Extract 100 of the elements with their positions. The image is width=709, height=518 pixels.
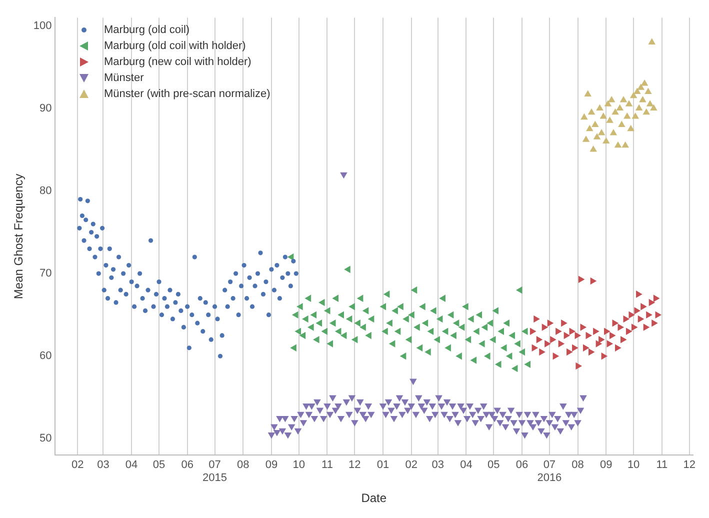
point (588, 108, 596, 115)
point (639, 96, 646, 102)
y-tick-label: 100 (33, 20, 52, 32)
point (622, 141, 629, 148)
point (604, 328, 610, 335)
point (614, 141, 622, 148)
point (623, 315, 630, 323)
x-tick-label: 10 (292, 458, 306, 471)
point (547, 319, 554, 327)
point (612, 319, 619, 327)
point (593, 133, 601, 140)
x-tick-label: 06 (516, 458, 528, 471)
point (646, 100, 654, 106)
point (593, 328, 600, 335)
x-tick-label: 04 (460, 458, 472, 471)
point (646, 311, 652, 318)
point (606, 340, 614, 348)
point (598, 336, 605, 344)
point (635, 104, 643, 111)
point (632, 112, 640, 119)
point (626, 328, 632, 335)
point (561, 319, 568, 327)
x-tick-label: 08 (236, 458, 250, 471)
point (572, 344, 578, 352)
point (634, 307, 641, 314)
x-tick-label: 05 (488, 458, 500, 471)
y-tick-label: 80 (40, 185, 52, 198)
point (566, 348, 573, 356)
x-tick-label: 12 (348, 458, 361, 471)
x-tick-label: 09 (600, 458, 612, 471)
point (655, 311, 662, 318)
point (536, 336, 543, 344)
point (644, 88, 652, 94)
point (596, 104, 604, 111)
point (616, 104, 624, 111)
y-tick-label: 90 (40, 102, 52, 114)
point (628, 311, 636, 318)
point (620, 336, 627, 344)
point (574, 332, 582, 340)
point (637, 84, 645, 90)
point (580, 324, 587, 331)
point (634, 88, 641, 94)
point (624, 112, 631, 119)
point (636, 290, 642, 298)
point (643, 324, 650, 331)
point (604, 100, 612, 106)
point (578, 276, 585, 283)
point (652, 319, 658, 327)
point (586, 124, 594, 132)
legend-label: Marburg (new coil with holder) (104, 55, 252, 70)
point (552, 352, 560, 360)
point (640, 79, 648, 86)
x-tick-label: 09 (265, 458, 278, 471)
point (610, 128, 618, 136)
x-tick-label: 03 (97, 458, 110, 471)
point (625, 100, 633, 106)
point (642, 108, 650, 115)
point (580, 113, 588, 120)
point (530, 328, 536, 335)
point (583, 344, 590, 352)
legend-label: Marburg (old coil) (104, 23, 190, 38)
point (564, 332, 570, 340)
point (610, 332, 616, 340)
point (618, 120, 626, 128)
point (556, 328, 562, 335)
point (558, 340, 565, 348)
x-tick-label: 03 (432, 458, 444, 471)
point (539, 348, 546, 356)
point (620, 96, 628, 102)
point (638, 315, 644, 323)
x-tick-label: 06 (181, 458, 194, 471)
point (569, 328, 576, 335)
point (532, 344, 538, 352)
x-tick-label: 05 (152, 458, 166, 471)
point (598, 128, 606, 136)
point (544, 340, 551, 348)
point (648, 298, 656, 306)
point (618, 324, 624, 331)
point (534, 315, 540, 323)
x-tick-label: 08 (572, 458, 584, 471)
point (612, 108, 619, 115)
point (606, 116, 614, 123)
point (542, 324, 548, 331)
x-tick-label: 01 (376, 458, 390, 471)
point (648, 38, 656, 44)
point (602, 137, 610, 144)
x-tick-label: 10 (627, 458, 640, 471)
point (631, 324, 638, 331)
y-axis-title: Mean Ghost Frequency (12, 174, 26, 300)
legend-label: Marburg (old coil with holder) (104, 39, 246, 54)
x-tick-label: 02 (405, 458, 418, 471)
x-tick-label: 12 (683, 458, 696, 471)
x-tick-label: 07 2016 (537, 458, 562, 484)
x-tick-label: 04 (125, 458, 138, 471)
point (650, 104, 658, 111)
point (653, 294, 660, 302)
point (550, 336, 556, 344)
x-tick-label: 07 2015 (202, 458, 228, 484)
y-tick-label: 60 (40, 350, 52, 362)
y-tick-label: 50 (40, 432, 52, 445)
